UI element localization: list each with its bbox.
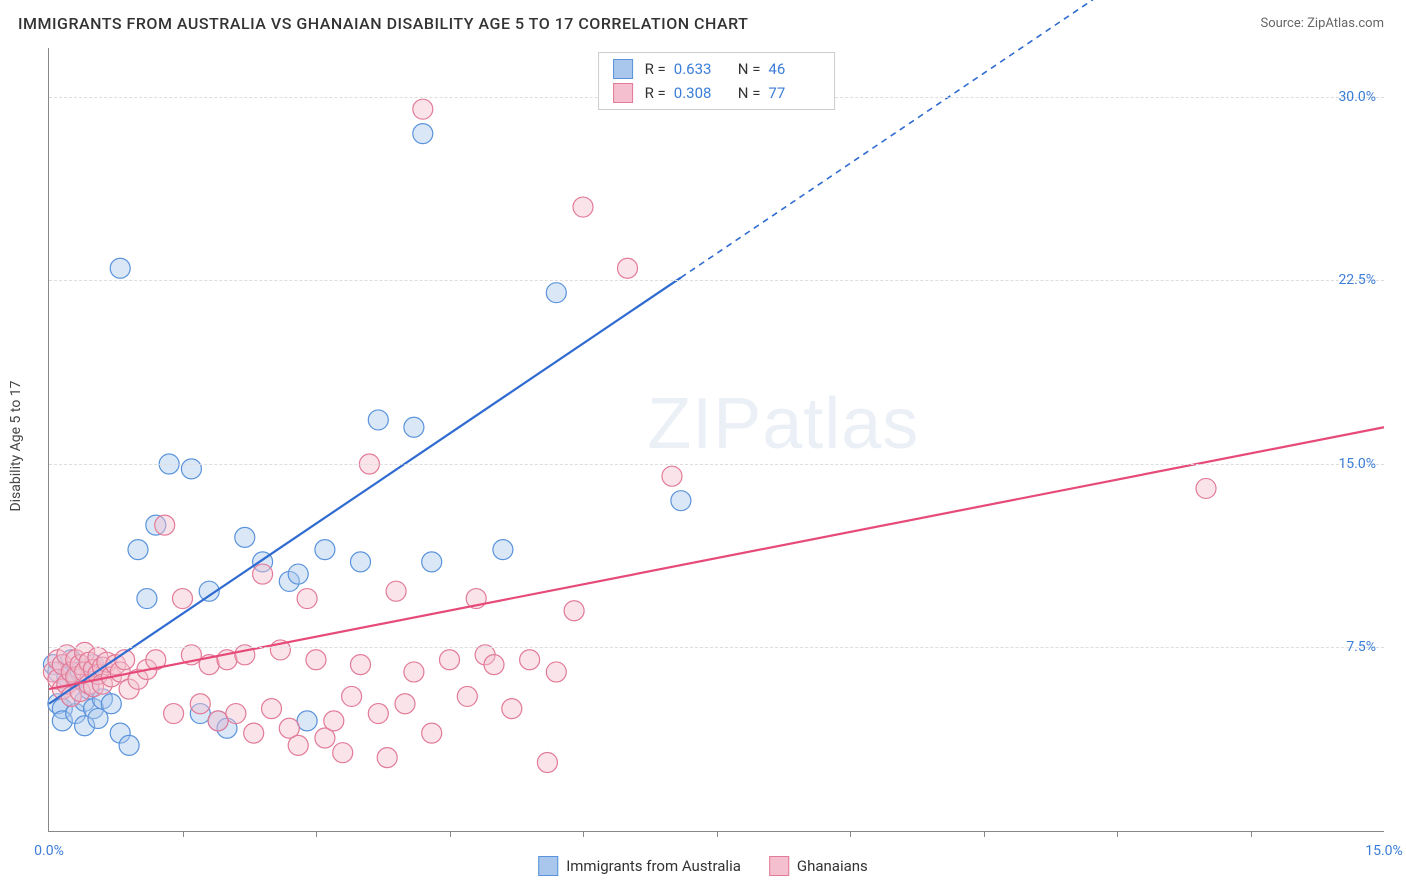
legend-label-australia: Immigrants from Australia <box>566 857 741 875</box>
swatch-australia <box>613 59 633 79</box>
y-tick-label: 22.5% <box>1338 272 1376 288</box>
legend-item-australia: Immigrants from Australia <box>538 856 741 876</box>
y-tick-label: 7.5% <box>1346 639 1376 655</box>
stats-row-australia: R = 0.633 N = 46 <box>613 57 821 81</box>
y-axis-title: Disability Age 5 to 17 <box>8 380 24 511</box>
stats-row-ghanaians: R = 0.308 N = 77 <box>613 81 821 105</box>
n-label: N = <box>738 60 761 78</box>
x-tick-label: 0.0% <box>34 843 64 859</box>
y-tick-label: 30.0% <box>1338 89 1376 105</box>
swatch-ghanaians <box>613 83 633 103</box>
n-value-australia: 46 <box>768 60 820 78</box>
y-tick-label: 15.0% <box>1338 456 1376 472</box>
legend-label-ghanaians: Ghanaians <box>797 857 868 875</box>
x-tick-label: 15.0% <box>1365 843 1403 859</box>
n-label: N = <box>738 84 761 102</box>
swatch-australia <box>538 856 558 876</box>
chart-header: IMMIGRANTS FROM AUSTRALIA VS GHANAIAN DI… <box>0 0 1406 43</box>
legend-item-ghanaians: Ghanaians <box>769 856 868 876</box>
swatch-ghanaians <box>769 856 789 876</box>
r-value-ghanaians: 0.308 <box>674 84 726 102</box>
r-label: R = <box>645 84 666 102</box>
chart-plot-area: R = 0.633 N = 46 R = 0.308 N = 77 ZIPatl… <box>48 48 1384 832</box>
scatter-plot-svg <box>49 48 1384 831</box>
n-value-ghanaians: 77 <box>768 84 820 102</box>
chart-source: Source: ZipAtlas.com <box>1260 16 1384 31</box>
chart-title: IMMIGRANTS FROM AUSTRALIA VS GHANAIAN DI… <box>18 14 748 33</box>
r-label: R = <box>645 60 666 78</box>
stats-legend: R = 0.633 N = 46 R = 0.308 N = 77 <box>598 52 836 110</box>
r-value-australia: 0.633 <box>674 60 726 78</box>
legend-bottom: Immigrants from Australia Ghanaians <box>538 856 868 876</box>
